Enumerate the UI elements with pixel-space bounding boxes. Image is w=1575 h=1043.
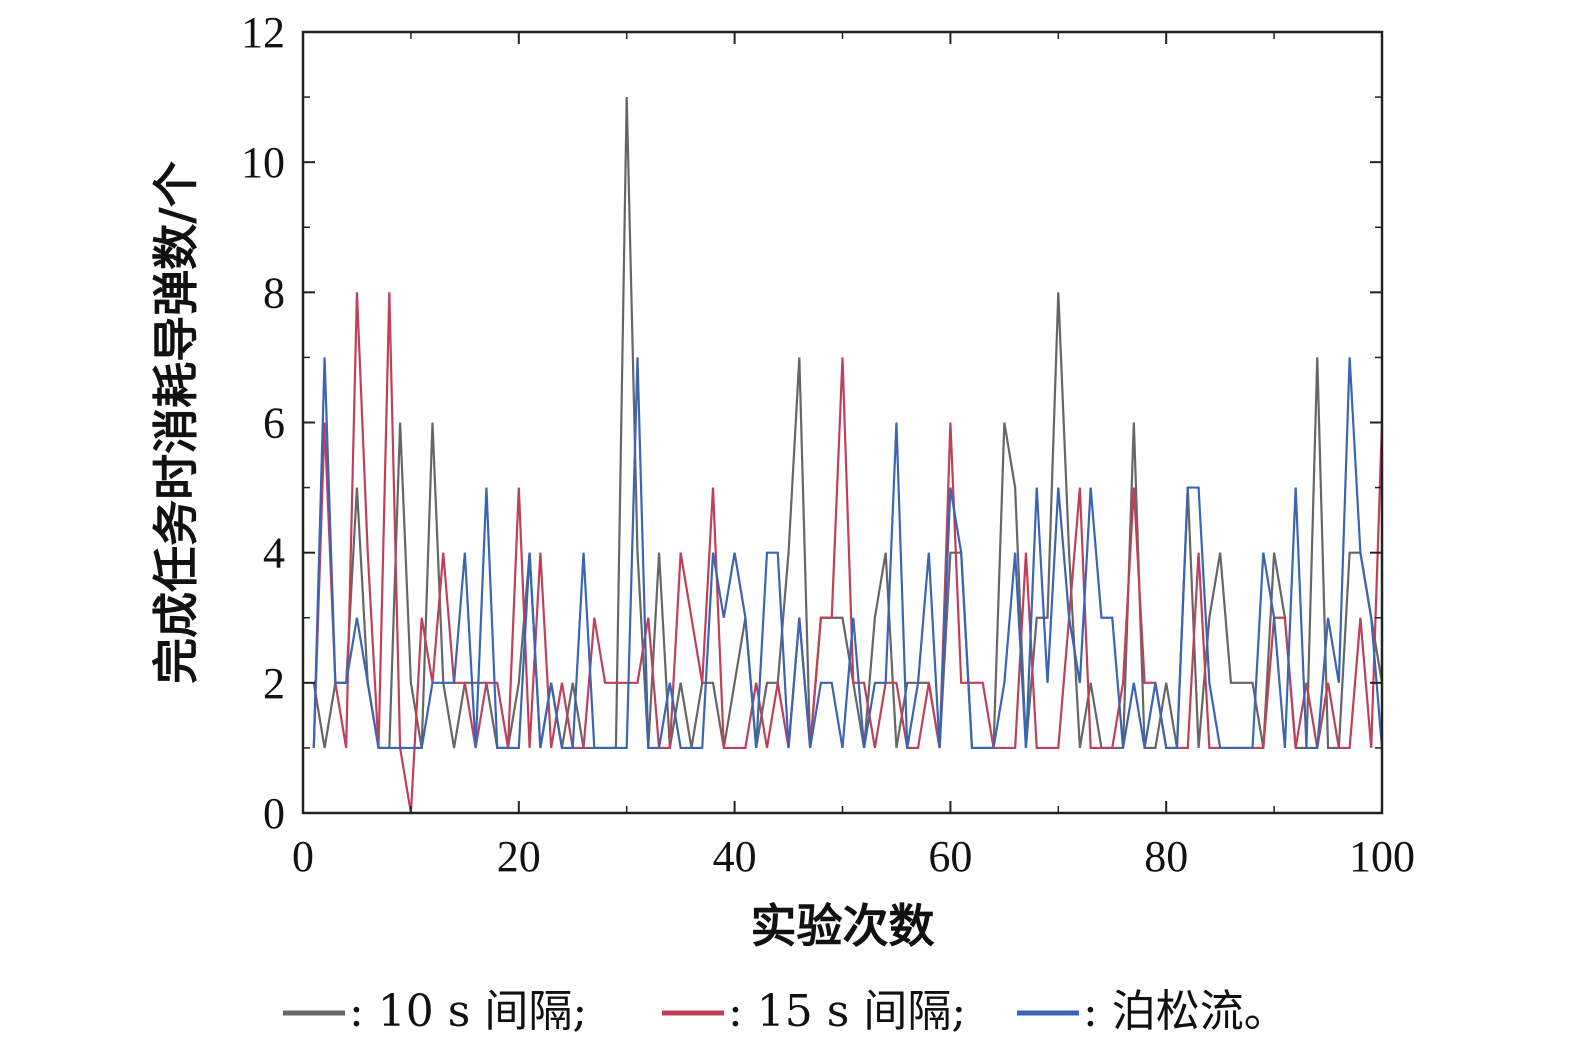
y-tick-label: 10 <box>241 138 285 187</box>
series-line-2 <box>312 292 1384 814</box>
x-tick-label: 20 <box>497 832 541 881</box>
y-tick-label: 2 <box>263 659 285 708</box>
y-tick-label: 4 <box>263 529 285 578</box>
legend-label-3: : 泊松流。 <box>1083 986 1288 1037</box>
series-layer <box>312 97 1384 814</box>
tick-layer <box>302 31 1383 814</box>
legend-label-1: : 10 s 间隔; <box>349 986 587 1037</box>
y-tick-label: 0 <box>263 789 285 838</box>
x-tick-label: 40 <box>713 832 757 881</box>
legend: : 10 s 间隔; : 15 s 间隔; : 泊松流。 <box>283 986 1288 1037</box>
x-tick-label: 100 <box>1349 832 1415 881</box>
plot-frame <box>301 30 1384 815</box>
tick-label-layer: 0 20 40 60 80 100 0 2 4 6 8 10 12 <box>241 8 1415 881</box>
x-tick-label: 80 <box>1144 832 1188 881</box>
y-tick-label: 8 <box>263 268 285 317</box>
x-tick-label: 0 <box>292 832 314 881</box>
legend-label-2: : 15 s 间隔; <box>728 986 966 1037</box>
y-tick-label: 6 <box>263 399 285 448</box>
x-axis-title: 实验次数 <box>751 899 935 953</box>
x-tick-label: 60 <box>928 832 972 881</box>
y-axis-title: 完成任务时消耗导弹数/个 <box>149 161 203 684</box>
series-line-1 <box>312 97 1384 750</box>
series-line-3 <box>312 357 1384 750</box>
y-tick-label: 12 <box>241 8 285 57</box>
